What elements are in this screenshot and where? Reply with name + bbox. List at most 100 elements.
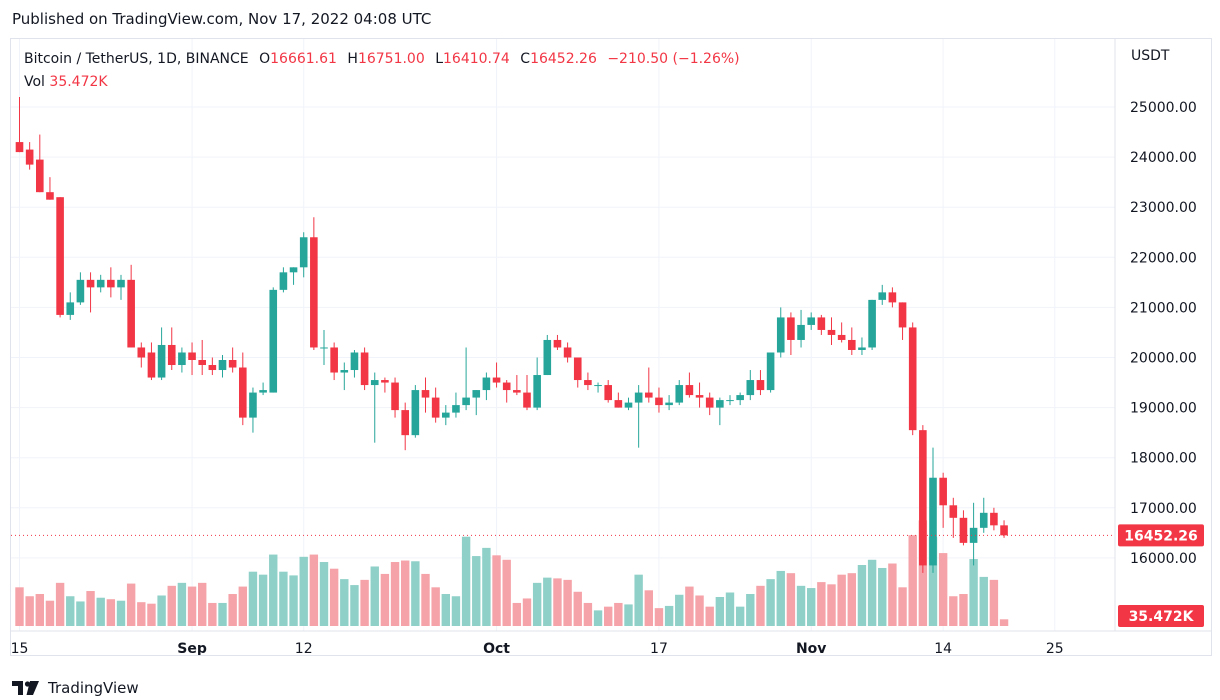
candle-body[interactable] [756, 380, 765, 391]
candle-body[interactable] [817, 317, 826, 330]
candle-body[interactable] [979, 512, 988, 528]
candle-body[interactable] [66, 302, 75, 315]
candle-body[interactable] [310, 237, 318, 348]
candle-body[interactable] [726, 400, 734, 402]
candle-body[interactable] [269, 289, 278, 393]
candle-body[interactable] [76, 279, 85, 303]
candle-body[interactable] [553, 339, 562, 348]
candle-body[interactable] [949, 505, 958, 518]
candle-body[interactable] [127, 279, 135, 348]
candle-body[interactable] [249, 392, 257, 418]
candle-body[interactable] [878, 292, 887, 300]
candle-body[interactable] [827, 329, 836, 335]
candle-body[interactable] [563, 347, 572, 358]
candle-body[interactable] [198, 360, 206, 366]
candle-body[interactable] [381, 380, 389, 383]
candle-body[interactable] [462, 397, 470, 406]
candle-body[interactable] [167, 344, 176, 366]
candle-body[interactable] [705, 397, 714, 408]
candle-body[interactable] [208, 365, 217, 371]
candle-body[interactable] [360, 352, 369, 386]
candle-body[interactable] [787, 317, 795, 340]
candle-body[interactable] [289, 267, 298, 273]
candle-body[interactable] [665, 402, 673, 406]
candle-body[interactable] [46, 192, 54, 200]
candle-body[interactable] [655, 397, 663, 406]
candle-body[interactable] [624, 402, 633, 408]
candle-body[interactable] [137, 347, 146, 358]
candle-body[interactable] [868, 299, 876, 348]
symbol-label[interactable]: Bitcoin / TetherUS, 1D, BINANCE [24, 51, 249, 67]
candle-body[interactable] [776, 317, 785, 353]
candle-body[interactable] [279, 272, 288, 290]
candle-body[interactable] [188, 352, 196, 361]
candle-body[interactable] [594, 385, 602, 387]
candle-body[interactable] [807, 317, 815, 325]
candle-body[interactable] [604, 385, 612, 401]
candle-body[interactable] [939, 477, 947, 506]
currency-unit[interactable]: USDT [1131, 48, 1170, 64]
chart-frame[interactable]: 25000.00 24000.00 23000.00 22000.00 21000.00… [10, 38, 1212, 656]
candle-body[interactable] [990, 512, 998, 526]
brand[interactable]: TradingView [12, 679, 139, 697]
candle-body[interactable] [766, 352, 775, 391]
candle-body[interactable] [685, 385, 694, 396]
candle-body[interactable] [716, 400, 724, 408]
candle-body[interactable] [908, 327, 917, 431]
candle-body[interactable] [736, 395, 744, 401]
candle-body[interactable] [442, 412, 450, 418]
candle-body[interactable] [695, 395, 704, 398]
candle-body[interactable] [370, 380, 379, 386]
candle-body[interactable] [929, 477, 937, 566]
candle-body[interactable] [959, 517, 968, 543]
price-chart[interactable]: 25000.00 24000.00 23000.00 22000.00 21000.00… [11, 39, 1211, 655]
candle-body[interactable] [320, 347, 328, 349]
candle-body[interactable] [15, 142, 24, 153]
candle-body[interactable] [675, 385, 684, 403]
candle-body[interactable] [533, 375, 541, 408]
candle-body[interactable] [502, 382, 511, 391]
candle-body[interactable] [86, 279, 95, 288]
candle-body[interactable] [482, 377, 491, 391]
candle-body[interactable] [888, 292, 897, 303]
candle-body[interactable] [746, 380, 755, 396]
candle-body[interactable] [573, 357, 582, 381]
candle-body[interactable] [25, 149, 34, 165]
candle-body[interactable] [147, 352, 156, 378]
candle-body[interactable] [513, 390, 521, 393]
candle-body[interactable] [848, 339, 856, 350]
candle-body[interactable] [543, 339, 552, 376]
volume-badge[interactable] [1118, 605, 1204, 627]
candle-body[interactable] [411, 390, 420, 436]
candle-body[interactable] [56, 197, 64, 315]
candle-body[interactable] [837, 334, 846, 340]
candle-body[interactable] [421, 390, 430, 398]
candle-body[interactable] [117, 279, 125, 288]
candle-body[interactable] [645, 392, 653, 398]
candle-body[interactable] [178, 352, 186, 366]
candle-body[interactable] [919, 430, 927, 566]
candle-body[interactable] [330, 347, 338, 373]
candle-body[interactable] [391, 382, 399, 411]
candle-body[interactable] [299, 237, 308, 268]
last-price-badge[interactable] [1118, 524, 1204, 547]
candle-body[interactable] [492, 377, 501, 383]
candle-body[interactable] [634, 392, 643, 403]
candle-body[interactable] [472, 390, 481, 398]
candle-body[interactable] [401, 410, 409, 436]
candle-body[interactable] [157, 344, 166, 378]
candle-body[interactable] [797, 324, 805, 340]
candle-body[interactable] [107, 279, 115, 288]
candle-body[interactable] [259, 390, 267, 393]
candle-body[interactable] [969, 527, 978, 543]
candle-body[interactable] [96, 279, 105, 288]
candle-body[interactable] [239, 367, 247, 418]
candle-body[interactable] [36, 159, 44, 193]
candle-body[interactable] [584, 380, 592, 386]
candle-body[interactable] [431, 397, 440, 418]
candle-body[interactable] [898, 302, 907, 328]
candle-body[interactable] [228, 360, 237, 368]
candle-body[interactable] [614, 400, 623, 408]
candle-body[interactable] [350, 352, 359, 371]
candle-body[interactable] [523, 392, 531, 408]
